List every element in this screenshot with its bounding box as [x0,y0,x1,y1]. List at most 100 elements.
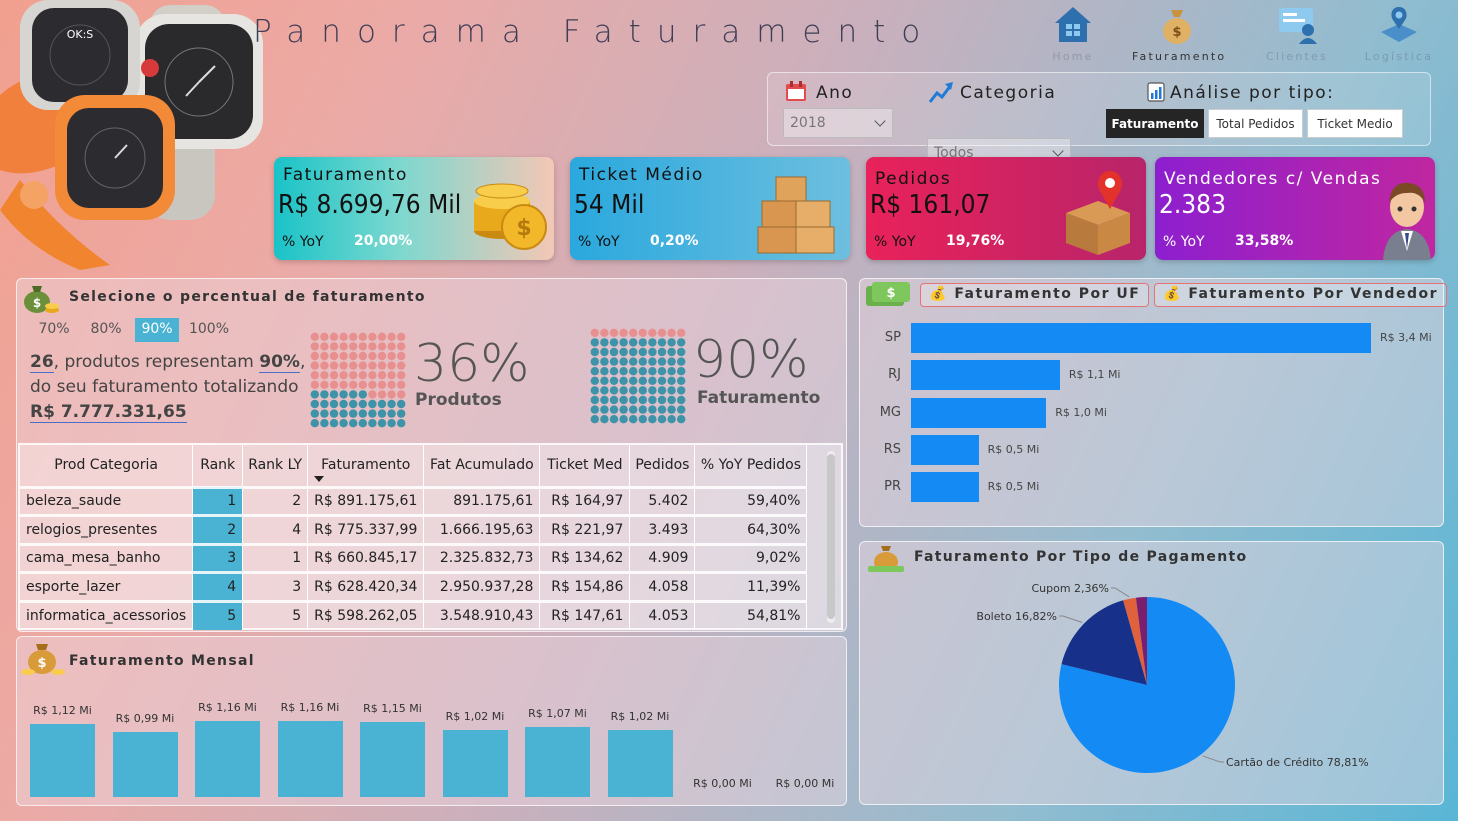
waffle-dot [609,376,619,385]
table-row[interactable]: cama_mesa_banho 3 1 R$ 660.845,17 2.325.832,… [20,542,808,573]
pct-option-70[interactable]: 70% [38,321,70,337]
waffle-dot [648,405,657,414]
pie-slice-label: Cartão de Crédito 78,81% [1226,756,1369,769]
kpi-value: 2.383 [1159,190,1226,220]
money-bag-icon: 💰 [1163,286,1182,302]
uf-bar[interactable] [911,397,1047,428]
col-header-rank[interactable]: Rank [192,445,244,487]
pie-slice[interactable] [1061,600,1147,685]
table-scrollbar[interactable] [827,451,835,623]
col-header-rank-ly[interactable]: Rank LY [242,445,309,487]
waffle-dot [638,367,647,376]
customers-icon [1279,8,1317,44]
waffle-dot [320,380,329,389]
monthly-bar[interactable] [30,723,95,797]
cell-ticket-med: R$ 164,97 [539,485,631,516]
waffle-dot [638,395,647,405]
waffle-dot [349,361,358,370]
waffle-dot [677,405,686,414]
waffle-dot [397,371,406,380]
col-header-categoria[interactable]: Prod Categoria [20,445,194,487]
pie-slice-label: Boleto 16,82% [976,610,1057,623]
waffle-dot [590,415,599,424]
year-filter-label: Ano [816,83,854,103]
waffle-dot [387,351,396,361]
waffle-dot [648,415,657,424]
waffle-dot [667,347,676,357]
pie-leader-line [1202,755,1224,763]
monthly-bar-label: R$ 0,00 Mi [693,777,752,790]
table-scrollbar-thumb[interactable] [827,454,835,619]
nav-faturamento-button[interactable]: $ Faturamento [1132,4,1224,63]
waffle-dot [600,405,609,414]
monthly-bar[interactable] [607,730,673,797]
waffle-dot [320,332,329,341]
waffle-dot [648,386,657,395]
monthly-bar[interactable] [442,730,508,797]
money-bag-icon: 💰 [929,286,948,302]
nav-clientes-button[interactable]: Clientes [1252,4,1342,63]
monthly-bar[interactable] [277,721,343,797]
pct-option-80[interactable]: 80% [90,321,122,337]
waffle-dot [358,332,367,341]
waffle-dot [657,347,667,357]
waffle-dot [667,338,676,347]
payment-pie-chart: Cartão de Crédito 78,81% Boleto 16,82% Cup… [976,582,1369,773]
monthly-bar-label: R$ 1,12 Mi [33,703,92,717]
pie-slice[interactable] [1135,597,1147,685]
kpi-pedidos-card: Pedidos R$ 161,07 % YoY 19,76% [866,157,1146,260]
waffle-dot [619,405,628,414]
pie-slice[interactable] [1123,597,1147,685]
cell-faturamento: R$ 598.262,05 [307,599,425,630]
col-header-pedidos[interactable]: Pedidos [629,445,696,487]
cell-categoria: beleza_saude [20,485,194,516]
table-row[interactable]: informatica_acessorios 5 5 R$ 598.262,05 3.5… [20,599,808,630]
cell-yoy-pedidos: 59,40% [694,485,808,516]
col-header-ticket-med[interactable]: Ticket Med [539,445,631,487]
tab-faturamento-vendedor[interactable]: 💰 Faturamento Por Vendedor [1154,283,1447,307]
uf-bar[interactable] [911,360,1060,391]
col-header-yoy-pedidos[interactable]: % YoY Pedidos [694,445,808,487]
cell-rank-ly: 1 [242,542,309,573]
waffle-dot [368,351,377,361]
waffle-dot [368,361,377,370]
waffle-dot [629,367,638,376]
analysis-faturamento-button[interactable]: Faturamento [1106,109,1204,138]
waffle-dot [590,367,599,376]
monthly-bar[interactable] [360,721,425,797]
nav-logistica-button[interactable]: Logística [1354,4,1444,63]
year-select[interactable]: 2018 [783,108,893,138]
waffle-dot [590,357,599,366]
svg-text:OK:S: OK:S [67,28,94,41]
col-header-faturamento[interactable]: Faturamento [307,445,425,487]
analysis-total-pedidos-button[interactable]: Total Pedidos [1208,109,1303,138]
analysis-ticket-medio-button[interactable]: Ticket Medio [1307,109,1403,138]
pct-option-90[interactable]: 90% [135,318,179,342]
monthly-bar[interactable] [112,732,178,797]
table-row[interactable]: esporte_lazer 4 3 R$ 628.420,34 2.950.937,28… [20,571,808,601]
nav-home-button[interactable]: Home [1028,4,1118,63]
tab-faturamento-uf[interactable]: 💰 Faturamento Por UF [920,283,1150,307]
waffle-dot [397,361,406,370]
monthly-bar[interactable] [195,721,260,797]
waffle-dot [349,419,358,428]
table-row[interactable]: relogios_presentes 2 4 R$ 775.337,99 1.666.1… [20,514,808,544]
waffle-dot [629,338,638,347]
waffle-dot [358,380,367,389]
tab-faturamento-uf-label: Faturamento Por UF [954,286,1141,302]
table-row[interactable]: beleza_saude 1 2 R$ 891.175,61 891.175,61 R$ … [20,485,808,516]
waffle-dot [600,328,609,337]
pct-option-100[interactable]: 100% [188,321,230,337]
waffle-dot [310,419,319,428]
uf-category-label: RJ [888,367,901,383]
waffle-dot [590,338,599,347]
uf-bar[interactable] [911,323,1371,353]
monthly-bar[interactable] [525,726,590,797]
waffle-dot [377,419,387,428]
uf-bar[interactable] [911,434,979,465]
pie-leader-line [1059,615,1083,623]
col-header-fat-acumulado[interactable]: Fat Acumulado [423,445,541,487]
waffle-dot [590,405,599,414]
cell-faturamento: R$ 891.175,61 [307,485,425,516]
uf-bar[interactable] [911,472,979,503]
